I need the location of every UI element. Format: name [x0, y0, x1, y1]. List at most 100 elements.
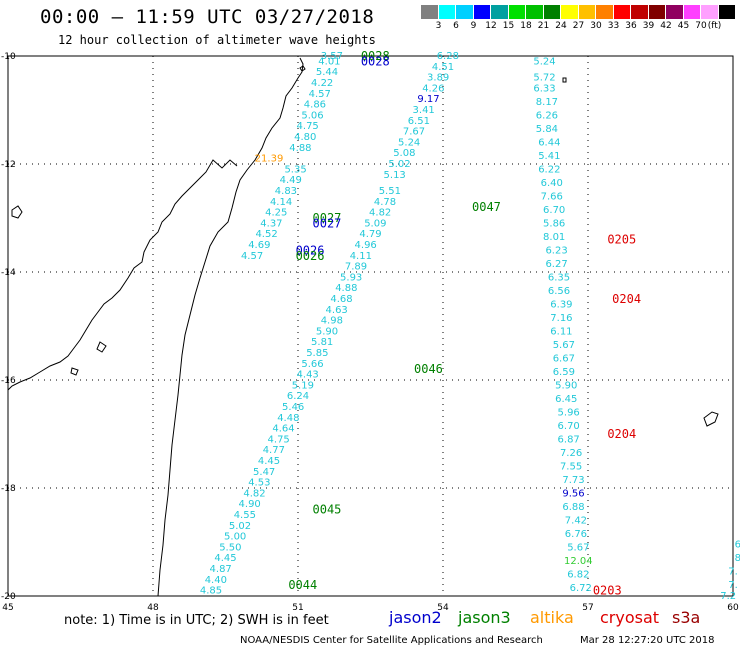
legend-altika: altika [530, 608, 574, 627]
swh-value: 4.87 [210, 564, 232, 575]
swh-value: 6.59 [553, 367, 575, 378]
page-subtitle: 12 hour collection of altimeter wave hei… [58, 33, 376, 47]
scale-label: 18 [520, 21, 532, 31]
scale-label: 21 [537, 21, 550, 31]
timestamp: Mar 28 12:27:20 UTC 2018 [580, 635, 715, 646]
swh-value: 3.41 [413, 105, 435, 116]
swh-value: 6.40 [541, 178, 563, 189]
western-islet-3 [96, 341, 107, 353]
swh-value: 5.41 [538, 151, 560, 162]
swh-value: 8.01 [543, 232, 565, 243]
scale-label: 36 [625, 21, 637, 31]
swh-value: 21.39 [255, 154, 284, 165]
swh-value: 6.56 [548, 286, 570, 297]
swh-value: 6.72 [570, 583, 592, 594]
scale-swatch [596, 5, 614, 19]
swh-value: 6.51 [408, 116, 430, 127]
swh-value: 5.81 [311, 337, 333, 348]
swh-value: 9.56 [562, 488, 584, 499]
track-edge: 687.7.7.2 [720, 540, 740, 602]
page-title: 00:00 — 11:59 UTC 03/27/2018 [40, 6, 375, 28]
swh-value: 5.93 [340, 272, 362, 283]
swh-tracks: 3.574.015.444.224.574.865.064.754.804.88… [200, 51, 740, 602]
swh-value: 4.88 [289, 143, 311, 154]
scale-label: 12 [485, 21, 497, 31]
swh-value: 4.57 [309, 89, 331, 100]
swh-value: 4.11 [350, 251, 372, 262]
swh-value: 4.96 [355, 240, 377, 251]
swh-value: 6.35 [548, 272, 570, 283]
swh-value: 4.49 [280, 175, 302, 186]
swh-value: 5.06 [301, 110, 323, 121]
swh-value: 6 [735, 540, 740, 551]
swh-value: 5.24 [533, 56, 555, 67]
swh-value: 7.42 [565, 515, 587, 526]
swh-value: 4.79 [359, 229, 381, 240]
scale-swatch [543, 5, 561, 19]
swh-value: 7.2 [720, 591, 736, 602]
legend-jason3: jason3 [458, 608, 511, 627]
swh-value: 4.22 [311, 78, 333, 89]
swh-value: 4.75 [297, 121, 319, 132]
swh-value: 5.86 [543, 218, 565, 229]
lon-tick-label: 48 [147, 603, 159, 613]
swh-value: 6.22 [538, 164, 560, 175]
coastline [7, 57, 719, 597]
eastern-islet-1 [562, 77, 567, 83]
swh-value: 6.88 [562, 502, 584, 513]
swh-value: 5.67 [567, 542, 589, 553]
scale-label: 15 [502, 21, 515, 31]
scale-label: 45 [677, 21, 690, 31]
swh-value: 4.78 [374, 197, 396, 208]
scale-swatch [491, 5, 509, 19]
swh-value: 7.55 [560, 461, 582, 472]
swh-value: 6.23 [545, 245, 567, 256]
swh-value: 5.51 [379, 186, 401, 197]
lat-tick-label: -10 [1, 52, 16, 62]
swh-value: 4.85 [200, 586, 222, 597]
swh-value: 6.70 [543, 205, 565, 216]
scale-swatch [526, 5, 544, 19]
swh-value: 4.25 [265, 208, 287, 219]
swh-value: 5.50 [219, 542, 241, 553]
western-islet-2 [70, 367, 79, 376]
swh-value: 6.67 [553, 353, 575, 364]
swh-value: 7.26 [560, 448, 582, 459]
scale-label: 33 [607, 21, 620, 31]
scale-swatch [718, 5, 736, 19]
swh-value: 12.04 [564, 556, 593, 567]
swh-value: 4.01 [318, 56, 340, 67]
swh-value: 6.70 [558, 421, 580, 432]
graticule-grid [7, 55, 734, 597]
swh-value: 4.52 [255, 229, 277, 240]
pass-time-label: 0205 [607, 233, 636, 247]
scale-label: 3 [435, 21, 442, 31]
swh-value: 4.55 [234, 510, 256, 521]
pass-time-label: 0047 [472, 200, 501, 214]
longitude-tick-labels: 45 48 51 54 57 60 [2, 603, 739, 613]
swh-value: 5.96 [558, 407, 580, 418]
pass-time-label: 0045 [313, 503, 342, 517]
swh-value: 4.64 [272, 424, 294, 435]
swh-value: 6.28 [437, 51, 459, 62]
swh-value: 6.44 [538, 137, 560, 148]
swh-value: 5.46 [282, 402, 304, 413]
swh-value: 5.84 [536, 124, 558, 135]
swh-value: 4.51 [432, 62, 454, 73]
scale-swatch [701, 5, 719, 19]
lon-tick-label: 51 [292, 603, 303, 613]
scale-swatch [456, 5, 474, 19]
track-0047: 6.284.513.894.269.173.416.517.675.245.08… [200, 51, 459, 597]
scale-label: 27 [572, 21, 585, 31]
swh-value: 4.77 [263, 445, 285, 456]
scale-swatch [508, 5, 526, 19]
swh-value: 5.02 [388, 159, 410, 170]
swh-value: 4.68 [330, 294, 352, 305]
swh-value: 6.27 [545, 259, 567, 270]
scale-swatch [648, 5, 666, 19]
pass-time-label: 0204 [607, 427, 636, 441]
latitude-tick-labels: -10 -12 -14 -16 -18 -20 [1, 52, 16, 602]
scale-swatch [561, 5, 579, 19]
